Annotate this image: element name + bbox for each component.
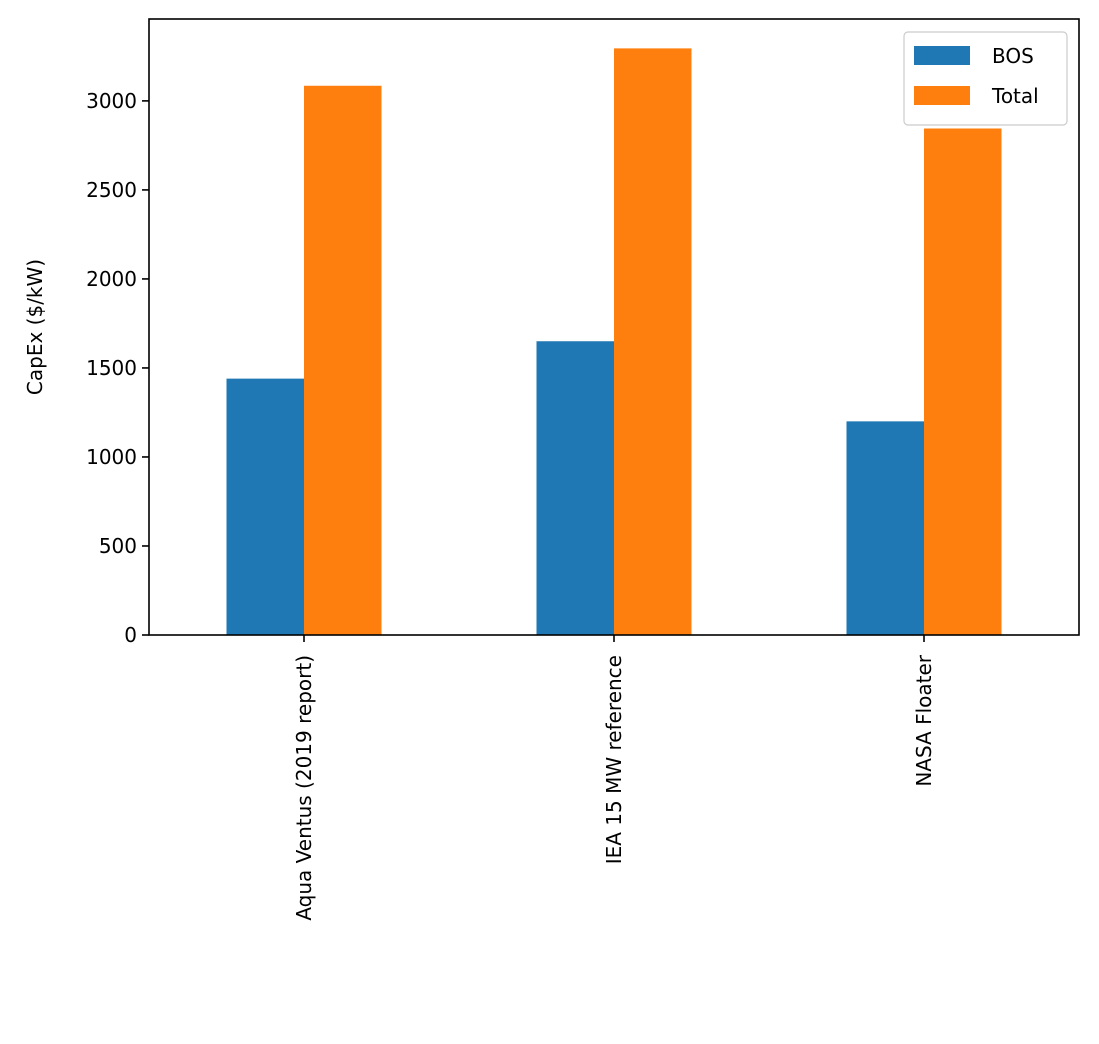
legend-label-total: Total <box>991 84 1039 108</box>
legend-swatch-total <box>914 86 970 105</box>
bar-total-2 <box>614 48 692 635</box>
bar-total-1 <box>304 85 382 636</box>
y-tick-label: 1000 <box>86 445 137 469</box>
y-tick-label: 0 <box>124 623 137 647</box>
x-tick-label: Aqua Ventus (2019 report) <box>292 655 316 921</box>
legend-label-bos: BOS <box>992 44 1034 68</box>
bar-total-3 <box>924 128 1002 635</box>
y-tick-label: 1500 <box>86 356 137 380</box>
y-axis: 0 500 1000 1500 2000 2500 3000 <box>86 89 149 647</box>
y-tick-label: 2000 <box>86 267 137 291</box>
bar-bos-3 <box>846 421 924 635</box>
legend-swatch-bos <box>914 46 970 65</box>
y-tick-label: 3000 <box>86 89 137 113</box>
y-axis-label: CapEx ($/kW) <box>23 259 47 395</box>
y-tick-label: 2500 <box>86 178 137 202</box>
y-tick-label: 500 <box>99 534 137 558</box>
legend: BOS Total <box>903 31 1068 126</box>
x-tick-label: IEA 15 MW reference <box>602 655 626 864</box>
bar-bos-1 <box>226 378 304 635</box>
bars-group <box>226 48 1002 636</box>
x-tick-label: NASA Floater <box>912 654 936 786</box>
x-axis: Aqua Ventus (2019 report) IEA 15 MW refer… <box>292 635 936 921</box>
legend-frame <box>903 31 1068 126</box>
bar-bos-2 <box>536 341 614 635</box>
